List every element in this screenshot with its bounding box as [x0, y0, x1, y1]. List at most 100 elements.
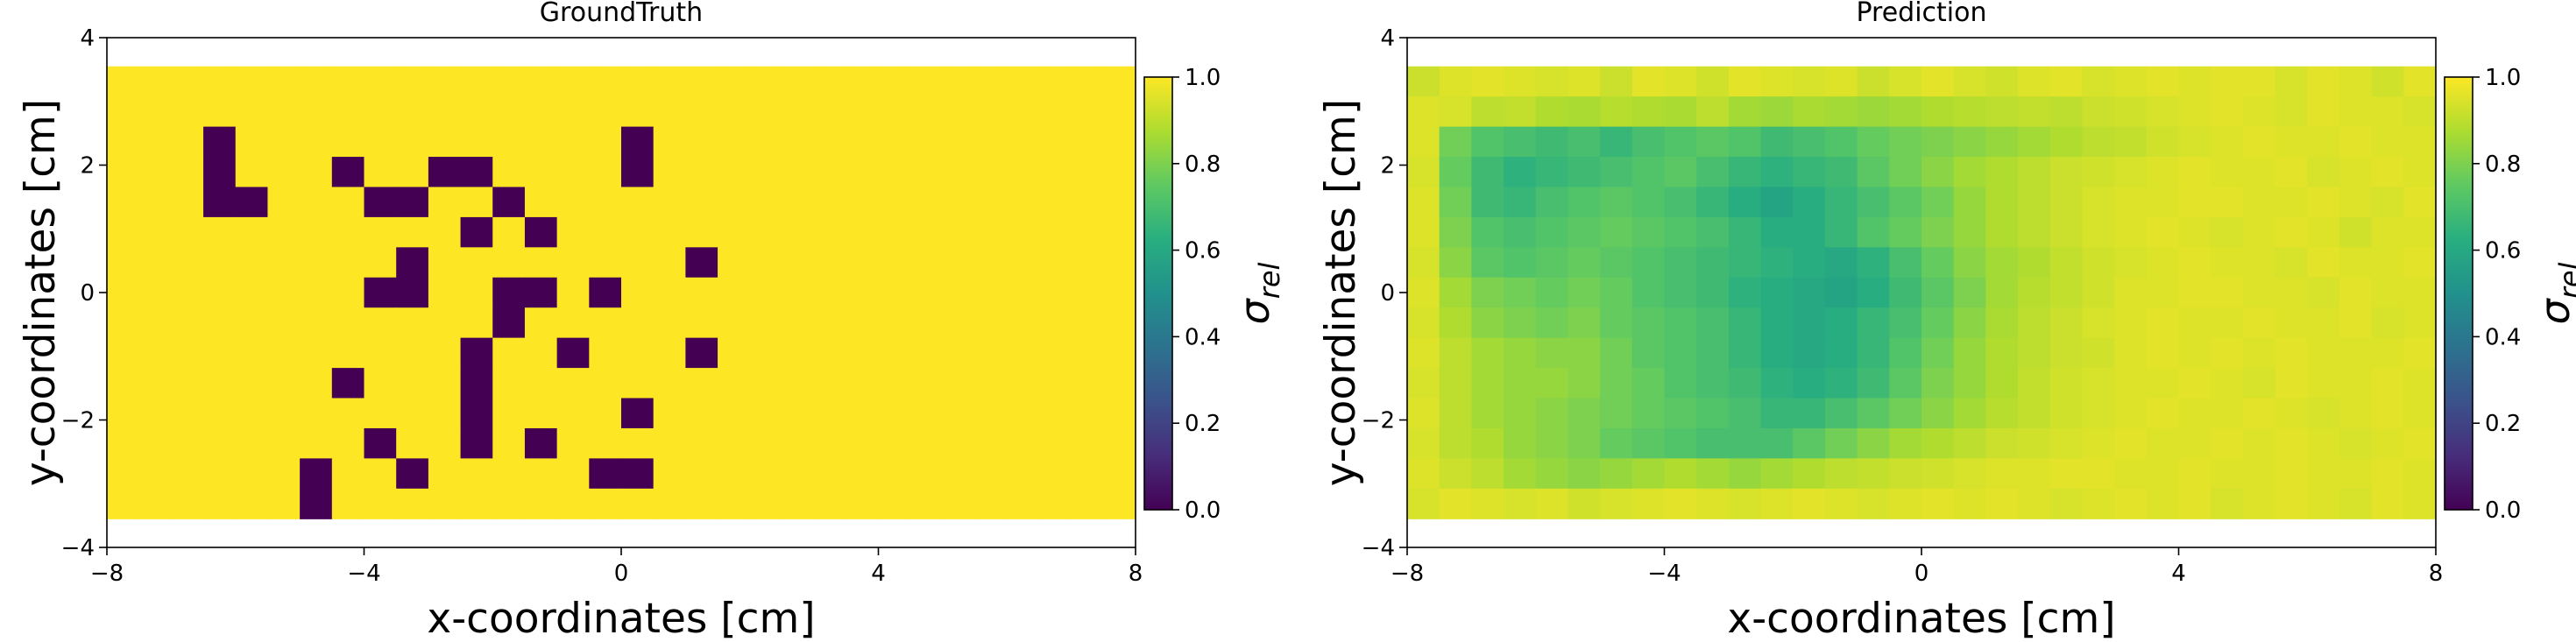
heatmap-cell	[1407, 307, 1440, 339]
heatmap-cell	[524, 157, 558, 188]
heatmap-cell	[1921, 368, 1955, 399]
heatmap-cell	[846, 337, 880, 369]
heatmap-cell	[1985, 277, 2019, 308]
heatmap-cell	[1471, 337, 1504, 369]
heatmap-cell	[1793, 126, 1826, 158]
heatmap-cell	[1728, 216, 1762, 248]
heatmap-cell	[364, 96, 397, 128]
heatmap-cell	[235, 307, 269, 339]
heatmap-cell	[2211, 488, 2244, 519]
heatmap-cell	[2146, 96, 2180, 128]
heatmap-cell	[138, 187, 172, 218]
heatmap-cell	[2082, 216, 2115, 248]
heatmap-cell	[1921, 458, 1955, 490]
heatmap-cell	[878, 458, 911, 490]
heatmap-cell	[2275, 157, 2308, 188]
heatmap-cell	[814, 247, 847, 279]
heatmap-cell	[1631, 126, 1666, 158]
heatmap-cell	[2049, 96, 2084, 128]
heatmap-cell	[2307, 458, 2340, 490]
heatmap-cell	[1471, 307, 1504, 339]
heatmap-cell	[1007, 66, 1040, 97]
heatmap-cell	[2242, 398, 2276, 429]
heatmap-cell	[814, 126, 847, 158]
heatmap-cell	[2049, 307, 2084, 339]
heatmap-cell	[621, 126, 655, 158]
heatmap-cell	[267, 157, 301, 188]
heatmap-cell	[814, 307, 847, 339]
heatmap-cell	[1985, 368, 2019, 399]
heatmap-cell	[1631, 277, 1666, 308]
heatmap-cell	[2018, 187, 2051, 218]
heatmap-cell	[428, 337, 462, 369]
heatmap-cell	[428, 66, 462, 97]
heatmap-cell	[171, 398, 204, 429]
heatmap-cell	[2018, 96, 2051, 128]
heatmap-cell	[653, 427, 686, 459]
heatmap-cell	[749, 458, 783, 490]
heatmap-cell	[492, 368, 526, 399]
heatmap-cell	[1071, 368, 1104, 399]
heatmap-cell	[1728, 126, 1762, 158]
heatmap-cell	[1824, 66, 1858, 97]
heatmap-cell	[1728, 96, 1762, 128]
heatmap-cell	[300, 66, 333, 97]
heatmap-cell	[2339, 126, 2373, 158]
heatmap-cell	[749, 216, 783, 248]
heatmap-cell	[1857, 427, 1890, 459]
heatmap-cell	[2371, 247, 2404, 279]
heatmap-cell	[2146, 488, 2180, 519]
heatmap-cell	[203, 277, 237, 308]
heatmap-cell	[1760, 187, 1794, 218]
heatmap-cell	[942, 96, 976, 128]
heatmap-cell	[2082, 126, 2115, 158]
heatmap-cell	[1824, 427, 1858, 459]
heatmap-cell	[2211, 96, 2244, 128]
heatmap-cell	[2178, 307, 2212, 339]
heatmap-cell	[2371, 66, 2404, 97]
heatmap-cell	[878, 277, 911, 308]
heatmap-cell	[235, 187, 269, 218]
heatmap-cell	[685, 307, 718, 339]
heatmap-cell	[974, 247, 1008, 279]
heatmap-cell	[749, 126, 783, 158]
heatmap-cell	[846, 187, 880, 218]
heatmap-cell	[428, 307, 462, 339]
heatmap-cell	[653, 458, 686, 490]
heatmap-cell	[1568, 368, 1601, 399]
heatmap-cell	[2082, 398, 2115, 429]
heatmap-cell	[267, 66, 301, 97]
heatmap-cell	[138, 458, 172, 490]
heatmap-cell	[1921, 337, 1955, 369]
heatmap-cell	[300, 488, 333, 519]
heatmap-cell	[138, 368, 172, 399]
y-tick-label: 0	[1380, 280, 1395, 307]
heatmap-cell	[203, 368, 237, 399]
heatmap-cell	[2403, 368, 2437, 399]
heatmap-cell	[621, 488, 655, 519]
heatmap-cell	[1439, 488, 1472, 519]
heatmap-cell	[589, 216, 622, 248]
heatmap-cell	[1664, 126, 1697, 158]
heatmap-cell	[267, 307, 301, 339]
heatmap-cell	[396, 247, 429, 279]
heatmap-cell	[1728, 458, 1762, 490]
heatmap-cell	[1857, 277, 1890, 308]
heatmap-cell	[364, 307, 397, 339]
heatmap-cell	[138, 96, 172, 128]
heatmap-cell	[1985, 126, 2019, 158]
heatmap-cell	[1471, 66, 1504, 97]
heatmap-cell	[492, 157, 526, 188]
heatmap-cell	[2049, 157, 2084, 188]
heatmap-cell	[1504, 488, 1537, 519]
heatmap-cell	[685, 96, 718, 128]
heatmap-cell	[1038, 398, 1072, 429]
heatmap-cell	[653, 96, 686, 128]
heatmap-cell	[1407, 427, 1440, 459]
heatmap-cell	[138, 398, 172, 429]
heatmap-cell	[1071, 458, 1104, 490]
heatmap-cell	[1407, 398, 1440, 429]
heatmap-cell	[2082, 157, 2115, 188]
heatmap-cell	[621, 307, 655, 339]
